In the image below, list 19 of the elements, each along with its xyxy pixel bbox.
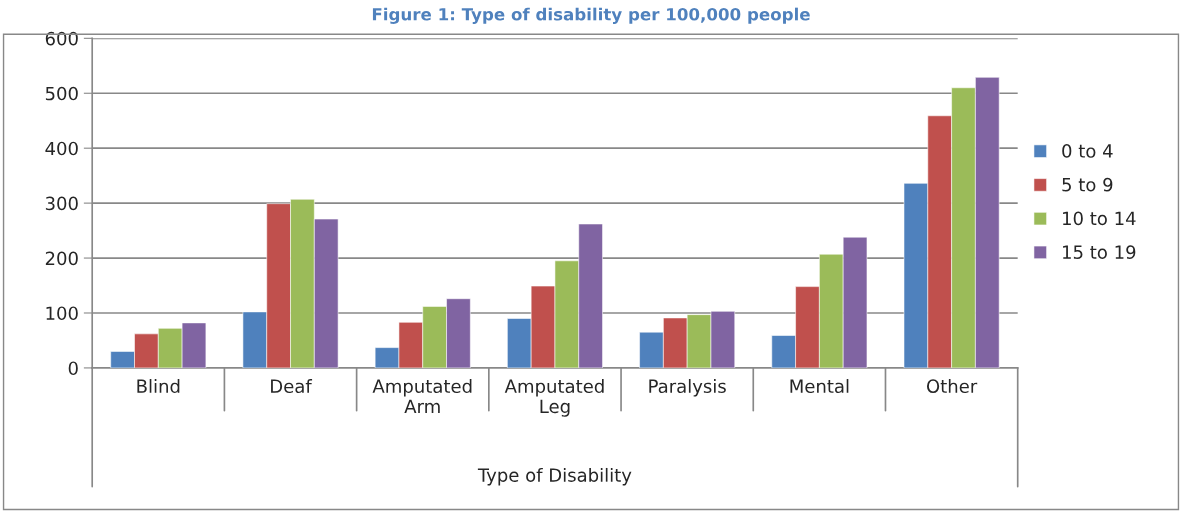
x-tick-label: Amputated Leg <box>504 379 604 417</box>
y-tick-label: 0 <box>68 361 78 376</box>
y-tick-label: 400 <box>45 141 78 156</box>
legend-label: 15 to 19 <box>1063 245 1136 259</box>
y-tick-label: 500 <box>45 86 78 101</box>
y-tick-label: 100 <box>46 306 78 321</box>
legend-label: 5 to 9 <box>1062 177 1113 192</box>
x-tick-label: Paralysis <box>649 379 726 397</box>
legend-label: 10 to 14 <box>1063 211 1136 226</box>
x-axis-title: Type of Disability <box>477 467 632 486</box>
x-tick-label: Amputated Arm <box>372 379 472 413</box>
y-tick-label: 200 <box>45 251 78 266</box>
legend-label: 0 to 4 <box>1062 144 1113 158</box>
chart-title: Figure 1: Type of disability per 100,000 people <box>372 7 810 24</box>
x-tick-label: Deaf <box>271 379 313 394</box>
x-tick-label: Mental <box>790 379 849 394</box>
x-tick-label: Blind <box>137 379 180 394</box>
x-tick-label: Other <box>926 379 978 394</box>
y-tick-label: 300 <box>45 196 78 211</box>
